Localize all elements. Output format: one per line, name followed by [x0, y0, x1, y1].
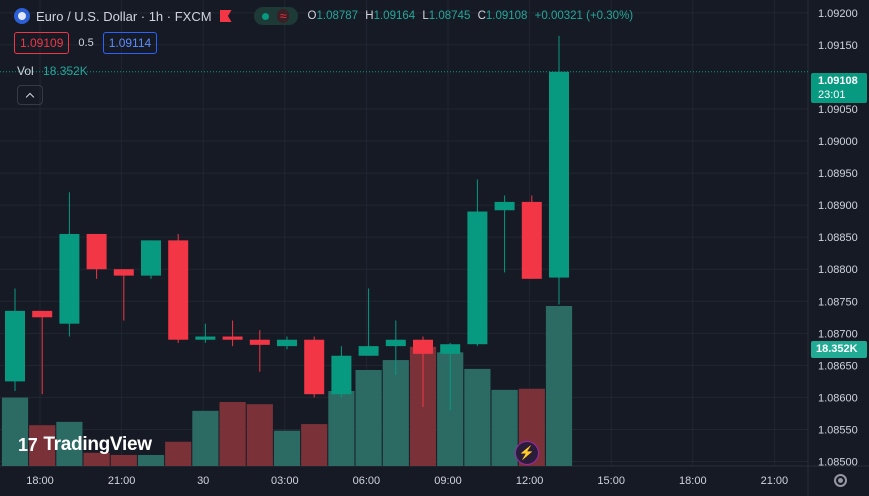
- volume-bar: [464, 368, 491, 466]
- volume-bar: [110, 454, 137, 466]
- tradingview-wordmark: TradingView: [43, 434, 152, 455]
- candle-body: [249, 339, 270, 345]
- y-tick-label: 1.09000: [818, 136, 858, 148]
- volume-bar: [56, 421, 83, 466]
- high-value: 1.09164: [373, 10, 416, 22]
- close-value: 1.09108: [485, 10, 528, 22]
- x-tick-label: 06:00: [353, 475, 381, 487]
- volume-bar: [83, 452, 110, 466]
- candle-body: [59, 233, 80, 324]
- volume-bar: [192, 410, 219, 466]
- y-tick-label: 1.08500: [818, 457, 858, 469]
- candle-body: [141, 240, 161, 276]
- candle-body: [168, 240, 189, 340]
- candle-body: [222, 336, 243, 340]
- low-value: 1.08745: [428, 10, 471, 22]
- candle-body: [385, 339, 406, 347]
- tradingview-logo[interactable]: 17 TradingView: [18, 434, 152, 456]
- volume-bar: [273, 430, 301, 466]
- x-tick-label: 18:00: [679, 475, 707, 487]
- spread-value: 0.5: [78, 37, 94, 49]
- x-tick-label: 03:00: [271, 475, 299, 487]
- x-tick-label: 15:00: [597, 475, 625, 487]
- last-price-label: 1.09108 23:01: [811, 73, 867, 103]
- market-status-pill[interactable]: ≈: [253, 7, 298, 25]
- y-tick-label: 1.09200: [818, 8, 858, 20]
- y-tick-label: 1.08600: [818, 392, 858, 404]
- volume-bar: [382, 360, 409, 466]
- volume-value: 18.352K: [43, 64, 88, 78]
- y-tick-label: 1.08750: [818, 296, 858, 308]
- open-key: O: [307, 10, 317, 22]
- collapse-legend-button[interactable]: [17, 85, 43, 105]
- x-tick-label: 21:00: [761, 475, 789, 487]
- volume-bar: [137, 454, 165, 466]
- y-tick-label: 1.08850: [818, 232, 858, 244]
- volume-bar: [1, 397, 29, 466]
- x-tick-label: 18:00: [26, 475, 54, 487]
- volume-bar: [491, 389, 518, 466]
- volume-bar: [355, 370, 382, 466]
- flag-marker-icon[interactable]: [219, 10, 232, 22]
- volume-axis-label: 18.352K: [811, 341, 867, 358]
- volume-bar: [246, 404, 273, 466]
- y-tick-label: 1.08900: [818, 200, 858, 212]
- change-value: +0.00321 (+0.30%): [534, 10, 634, 22]
- candle-body: [467, 211, 488, 345]
- market-open-dot-icon: [261, 12, 269, 20]
- sell-price-button[interactable]: 1.09109: [14, 32, 70, 54]
- y-tick-label: 1.08700: [818, 328, 858, 340]
- x-tick-label: 09:00: [434, 475, 462, 487]
- candle-body: [5, 310, 25, 382]
- candle-body: [358, 346, 379, 356]
- y-tick-label: 1.08800: [818, 264, 858, 276]
- open-value: 1.08787: [316, 10, 359, 22]
- volume-label[interactable]: Vol: [17, 64, 34, 78]
- volume-bar: [165, 441, 192, 466]
- bar-countdown: 23:01: [818, 89, 846, 101]
- low-key: L: [422, 10, 429, 22]
- candle-body: [277, 339, 297, 347]
- volume-legend: Vol 18.352K: [17, 64, 88, 78]
- y-tick-label: 1.08950: [818, 168, 858, 180]
- gear-icon[interactable]: [834, 474, 847, 487]
- candle-body: [413, 339, 433, 354]
- y-tick-label: 1.08650: [818, 360, 858, 372]
- currency-flag-icon: [14, 8, 30, 24]
- close-key: C: [477, 10, 486, 22]
- candle-body: [521, 201, 542, 279]
- candle-body: [304, 339, 325, 395]
- lightning-icon[interactable]: ⚡: [515, 441, 539, 465]
- candle-body: [549, 71, 569, 278]
- volume-bar: [328, 390, 355, 466]
- volume-bar: [545, 306, 573, 466]
- bid-ask-panel: 1.09109 0.5 1.09114: [14, 32, 158, 54]
- buy-price-button[interactable]: 1.09114: [102, 32, 158, 54]
- x-tick-label: 12:00: [516, 475, 544, 487]
- candle-body: [331, 355, 352, 395]
- candle-body: [494, 201, 515, 211]
- candle-body: [32, 310, 53, 318]
- y-tick-label: 1.08550: [818, 424, 858, 436]
- tradingview-mark-icon: 17: [18, 434, 38, 455]
- high-key: H: [365, 10, 374, 22]
- y-tick-label: 1.09050: [818, 104, 858, 116]
- volume-bar: [29, 425, 56, 466]
- volume-bar: [219, 402, 246, 466]
- x-tick-label: 30: [197, 475, 209, 487]
- candle-body: [440, 344, 461, 354]
- volume-bar: [301, 424, 328, 466]
- x-tick-label: 21:00: [108, 475, 136, 487]
- last-price-value: 1.09108: [818, 75, 858, 87]
- candle-body: [113, 269, 134, 276]
- candle-body: [86, 233, 107, 270]
- y-tick-label: 1.09150: [818, 40, 858, 52]
- wave-icon: ≈: [276, 9, 290, 23]
- candle-body: [195, 336, 216, 340]
- symbol-title[interactable]: Euro / U.S. Dollar · 1h · FXCM: [36, 8, 212, 24]
- chart-header: Euro / U.S. Dollar · 1h · FXCM ≈ O1.0878…: [14, 7, 637, 25]
- ohlc-readout: O1.08787 H1.09164 L1.08745 C1.09108 +0.0…: [308, 10, 638, 22]
